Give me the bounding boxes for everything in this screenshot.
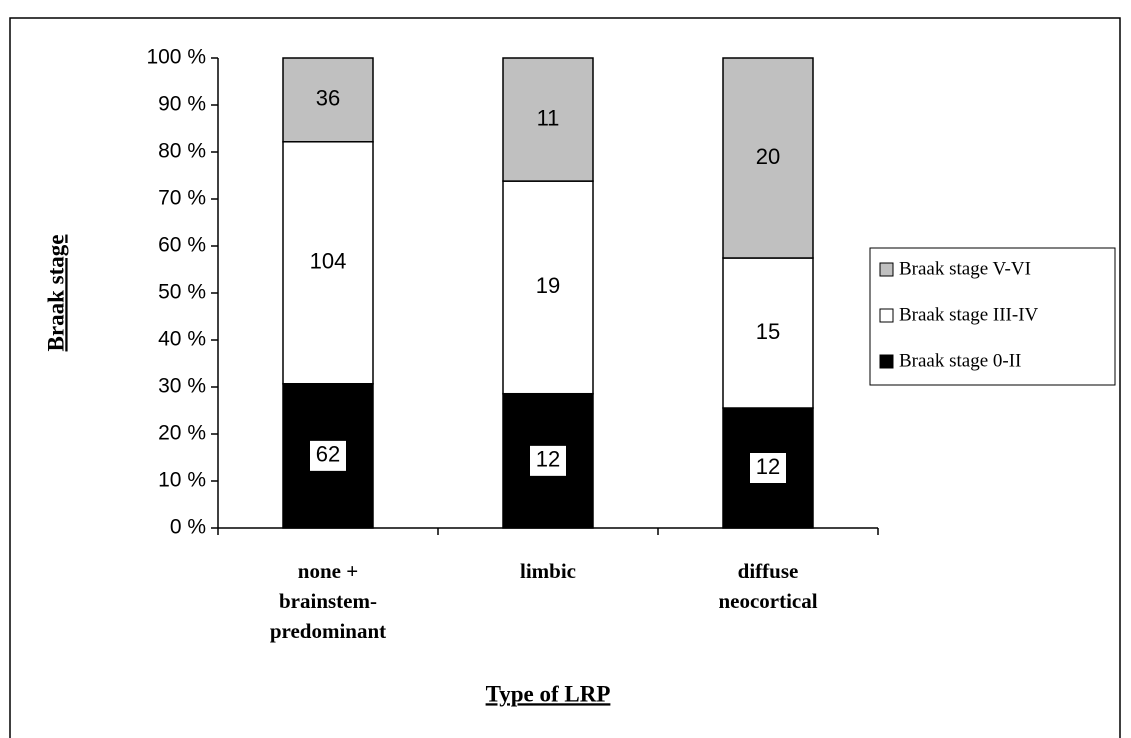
data-label: 12 [756,454,780,479]
y-axis-title: Braak stage [43,235,68,352]
data-label-bg [530,445,566,476]
y-tick-label: 50 % [158,281,206,304]
legend-label: Braak stage III-IV [899,304,1039,325]
data-label: 36 [316,86,340,111]
data-label: 15 [756,319,780,344]
data-label: 20 [756,144,780,169]
y-tick-label: 100 % [146,46,206,69]
legend-swatch [879,354,894,369]
data-label: 104 [310,249,347,274]
x-tick-label: limbic [520,559,576,583]
bar-segment [282,57,374,143]
data-label: 11 [537,105,560,130]
legend-label: Braak stage V-VI [899,258,1031,279]
legend-swatch [879,262,894,277]
y-tick-label: 40 % [158,328,206,351]
y-tick-label: 0 % [170,516,206,539]
data-label-bg [750,453,786,483]
y-tick-label: 30 % [158,375,206,398]
legend-swatch [879,308,894,323]
data-label: 19 [536,273,560,298]
y-tick-label: 70 % [158,187,206,210]
y-tick-label: 10 % [158,469,206,492]
y-tick-label: 20 % [158,422,206,445]
bar-segment [722,57,814,259]
chart-frame [9,17,1121,738]
data-label: 12 [536,447,560,472]
y-tick-label: 90 % [158,93,206,116]
y-tick-label: 60 % [158,234,206,257]
y-tick-label: 80 % [158,140,206,163]
bar-segment [502,57,594,182]
x-axis-title: Type of LRP [486,681,611,706]
x-tick-label: none + brainstem-predominant [269,559,387,643]
data-label-bg [310,440,346,471]
x-tick-label: diffuse neocortical [718,559,818,613]
bar-segment [722,257,814,409]
bar-segment [502,180,594,395]
legend-box [869,247,1116,386]
data-label: 62 [316,442,340,467]
legend-label: Braak stage 0-II [899,350,1021,371]
